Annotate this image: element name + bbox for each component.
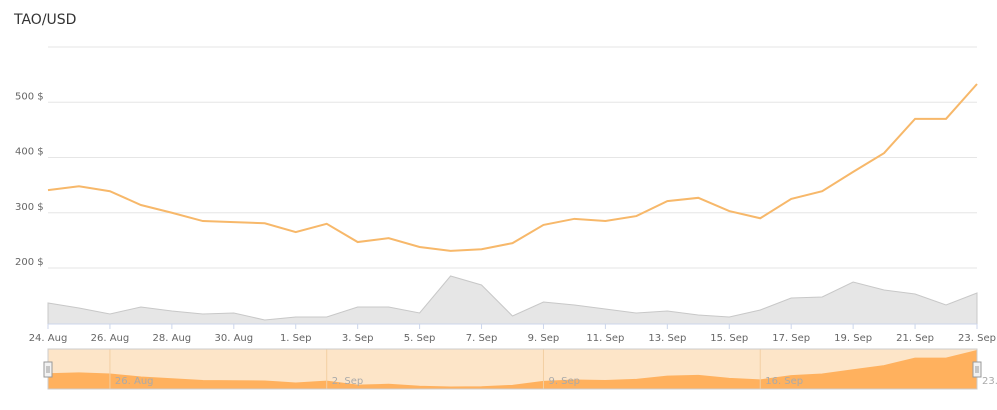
navigator-label: 23. Sep	[982, 376, 997, 387]
x-tick-label: 7. Sep	[466, 333, 498, 344]
x-tick-label: 13. Sep	[648, 333, 686, 344]
y-tick-label: 400 $	[15, 147, 44, 158]
x-tick-label: 19. Sep	[834, 333, 872, 344]
y-tick-label: 300 $	[15, 202, 44, 213]
price-line	[47, 83, 978, 252]
navigator-label: 9. Sep	[548, 376, 580, 387]
volume-area	[47, 275, 978, 325]
navigator-handle[interactable]	[972, 361, 982, 378]
x-tick-label: 21. Sep	[896, 333, 934, 344]
x-tick-label: 17. Sep	[772, 333, 810, 344]
y-tick-label: 500 $	[15, 91, 44, 102]
x-tick-label: 3. Sep	[342, 333, 374, 344]
x-tick-label: 23. Sep	[958, 333, 996, 344]
chart-title: TAO/USD	[13, 12, 76, 28]
navigator-handle[interactable]	[43, 361, 53, 378]
navigator-area	[47, 349, 978, 390]
x-tick-label: 15. Sep	[710, 333, 748, 344]
x-tick-label: 9. Sep	[528, 333, 560, 344]
x-tick-label: 11. Sep	[586, 333, 624, 344]
x-tick-label: 30. Aug	[214, 333, 253, 344]
x-tick-label: 26. Aug	[91, 333, 130, 344]
x-tick-label: 28. Aug	[153, 333, 192, 344]
navigator-label: 16. Sep	[765, 376, 803, 387]
navigator-label: 26. Aug	[115, 376, 154, 387]
x-tick-label: 5. Sep	[404, 333, 436, 344]
x-tick-label: 1. Sep	[280, 333, 312, 344]
x-tick-label: 24. Aug	[29, 333, 68, 344]
y-tick-label: 200 $	[15, 257, 44, 268]
navigator-label: 2. Sep	[332, 376, 364, 387]
